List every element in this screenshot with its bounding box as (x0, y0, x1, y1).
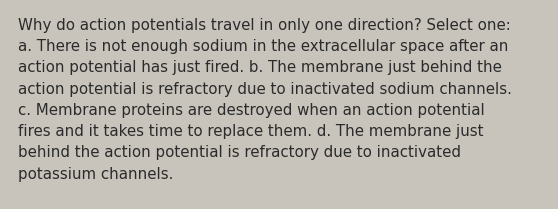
Text: Why do action potentials travel in only one direction? Select one:
a. There is n: Why do action potentials travel in only … (18, 18, 512, 182)
